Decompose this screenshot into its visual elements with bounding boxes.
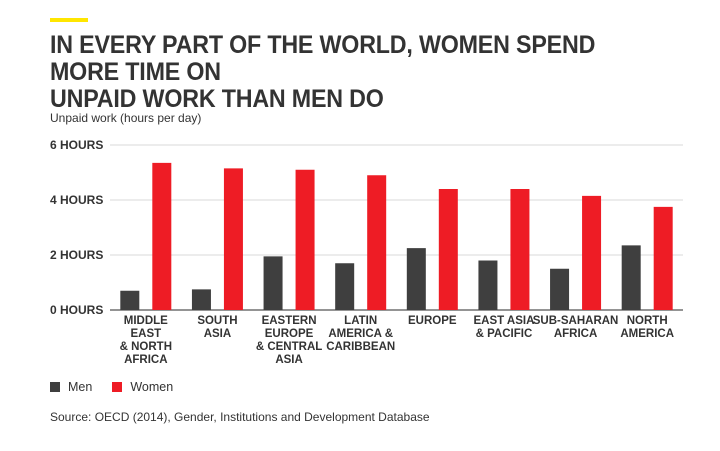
- legend-item-women: Women: [112, 380, 173, 394]
- y-tick-label: 0 HOURS: [50, 303, 103, 317]
- x-tick-label: LATIN AMERICA & CARIBBEAN: [326, 315, 395, 353]
- x-tick-label-line: LATIN: [344, 315, 377, 327]
- y-tick-label: 2 HOURS: [50, 248, 103, 262]
- bar-women: [152, 162, 172, 310]
- x-tick-label-line: EUROPE: [265, 328, 314, 340]
- x-tick-label-line: AFRICA: [124, 354, 167, 366]
- x-tick-label-line: NORTH: [627, 315, 668, 327]
- bar-men: [120, 290, 140, 310]
- bar-men: [550, 268, 570, 310]
- source-note: Source: OECD (2014), Gender, Institution…: [50, 410, 430, 424]
- y-tick-label: 6 HOURS: [50, 138, 103, 152]
- legend-label-women: Women: [130, 380, 174, 394]
- x-tick-label: NORTH AMERICA: [620, 315, 674, 340]
- x-tick-label: SUB-SAHARAN AFRICA: [533, 315, 619, 340]
- bar-women: [510, 189, 530, 310]
- x-tick-label-line: AFRICA: [554, 328, 597, 340]
- bar-women: [582, 195, 602, 310]
- x-tick-label-line: ASIA: [275, 354, 302, 366]
- chart-title-line-2: UNPAID WORK THAN MEN DO: [50, 85, 384, 113]
- x-tick-label-line: & NORTH: [120, 341, 172, 353]
- x-tick-label-line: SOUTH: [197, 315, 237, 327]
- bar-women: [653, 206, 673, 310]
- x-tick-label-line: CARIBBEAN: [326, 341, 395, 353]
- bar-women: [295, 169, 315, 310]
- bar-women: [367, 175, 387, 310]
- bar-men: [621, 245, 641, 310]
- x-tick-label-line: EASTERN: [262, 315, 317, 327]
- legend-item-men: Men: [50, 380, 92, 394]
- x-tick-label: MIDDLE EAST & NORTH AFRICA: [120, 315, 172, 366]
- x-tick-label-line: EUROPE: [408, 315, 457, 327]
- bar-men: [191, 289, 211, 310]
- y-tick-label: 4 HOURS: [50, 193, 103, 207]
- x-tick-label: EASTERN EUROPE & CENTRAL ASIA: [256, 315, 322, 366]
- x-tick-label-line: EAST: [130, 328, 161, 340]
- bar-men: [263, 256, 283, 310]
- y-axis-label: Unpaid work (hours per day): [50, 111, 202, 125]
- x-tick-label-line: AMERICA &: [328, 328, 393, 340]
- accent-bar: [50, 18, 88, 22]
- bar-women: [438, 189, 458, 310]
- x-tick-label-line: AMERICA: [620, 328, 674, 340]
- bar-men: [335, 263, 355, 310]
- legend: Men Women: [50, 380, 193, 394]
- chart-title-line-1: IN EVERY PART OF THE WORLD, WOMEN SPEND …: [50, 31, 596, 86]
- x-tick-label-line: SUB-SAHARAN: [533, 315, 619, 327]
- x-tick-label: SOUTH ASIA: [197, 315, 237, 340]
- x-tick-label-line: MIDDLE: [124, 315, 168, 327]
- x-tick-label-line: & CENTRAL: [256, 341, 322, 353]
- bar-women: [223, 168, 243, 310]
- legend-label-men: Men: [68, 380, 93, 394]
- legend-swatch-women: [112, 382, 123, 392]
- x-tick-label-line: EAST ASIA: [473, 315, 534, 327]
- chart-title: IN EVERY PART OF THE WORLD, WOMEN SPEND …: [50, 32, 664, 113]
- x-tick-label-line: ASIA: [204, 328, 231, 340]
- x-tick-label-line: & PACIFIC: [476, 328, 533, 340]
- x-tick-label: EUROPE: [408, 315, 457, 327]
- bar-men: [406, 248, 426, 310]
- bar-men: [478, 260, 498, 310]
- legend-swatch-men: [50, 382, 60, 392]
- x-tick-label: EAST ASIA & PACIFIC: [473, 315, 534, 340]
